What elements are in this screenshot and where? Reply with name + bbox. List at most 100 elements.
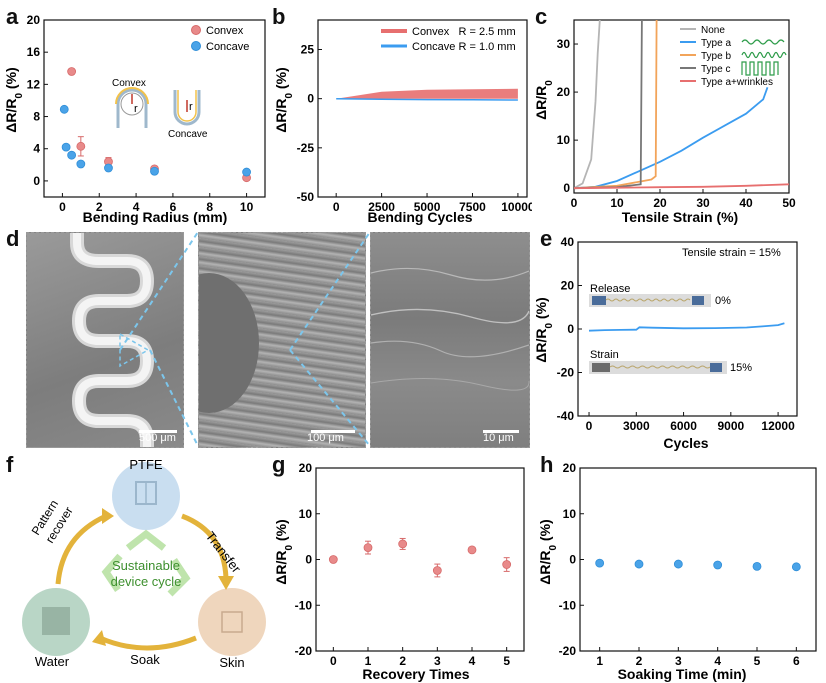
- legend-label-type-c: Type c: [701, 64, 730, 75]
- x-tick-label: 9000: [717, 419, 744, 433]
- chart-b: ΔR/R0 (%) Bending Cycles Convex R = 2.5 …: [273, 19, 532, 225]
- line-none: [574, 20, 601, 189]
- scale-bar-500um: [139, 430, 177, 433]
- scale-bar-10um: [483, 430, 519, 433]
- data-point: [595, 558, 605, 568]
- panel-label-c: c: [535, 4, 548, 29]
- soak-arrow: [99, 635, 197, 651]
- plot-frame: [573, 19, 790, 194]
- x-axis-label: Tensile Strain (%): [622, 209, 738, 225]
- legend-label-convex: Convex R = 2.5 mm: [412, 26, 516, 38]
- panel-label-a: a: [6, 4, 19, 29]
- data-point-concave: [104, 163, 113, 173]
- y-tick-label: -10: [559, 598, 577, 612]
- chart-g: ΔR/R0 (%) Recovery Times 0 1 2 3 4 5 -20 -10 0 10…: [273, 461, 525, 682]
- y-tick-label: 12: [27, 77, 41, 91]
- data-point: [432, 566, 442, 575]
- x-tick-label: 0: [330, 654, 337, 668]
- data-point-concave: [76, 159, 86, 169]
- x-tick-label: 1: [596, 654, 603, 668]
- data-point: [363, 543, 373, 553]
- strain-label: Strain: [590, 349, 619, 361]
- y-tick-label: 20: [557, 85, 571, 99]
- data-point: [398, 539, 408, 549]
- y-tick-label: 20: [27, 13, 41, 27]
- y-axis-label-text: ΔR/R0 (%): [533, 297, 555, 362]
- data-point: [467, 545, 477, 555]
- y-axis-label: ΔR/R0 (%): [537, 519, 559, 584]
- y-axis-label: ΔR/R0 (%): [273, 67, 295, 132]
- y-tick-label: 0: [307, 92, 314, 106]
- x-tick-label: 5: [503, 654, 510, 668]
- data-point-convex: [67, 67, 77, 76]
- line-c: [574, 20, 643, 190]
- legend-marker-convex: [191, 25, 201, 35]
- data-point-concave: [242, 167, 251, 177]
- legend-marker-concave: [191, 41, 201, 51]
- y-axis-label-text: ΔR/R0 (%): [273, 67, 295, 132]
- convex-bending-inset: Convex r: [112, 78, 149, 128]
- data-point: [752, 561, 762, 571]
- panel-label-d: d: [6, 226, 20, 251]
- y-axis-label-text: ΔR/R0 (%): [3, 67, 25, 132]
- x-tick-label: 3: [434, 654, 441, 668]
- plot-frame: [43, 19, 266, 198]
- chart-h: ΔR/R0 (%) Soaking Time (min) 1 2 3 4 5 6 -20 -1…: [537, 461, 817, 682]
- scale-bar-label-100um: 100 μm: [307, 432, 344, 444]
- data-point: [328, 555, 338, 564]
- x-tick-label: 8: [206, 200, 213, 214]
- data-point-concave: [150, 166, 159, 176]
- scale-bar-100um: [311, 430, 355, 433]
- inset-radius-label-convex: r: [134, 103, 138, 115]
- panel-label-b: b: [272, 4, 286, 29]
- x-tick-label: 1: [365, 654, 372, 668]
- x-tick-label: 20: [653, 196, 667, 210]
- concave-bending-inset: r Concave: [168, 90, 208, 140]
- inset-concave-label: Concave: [168, 129, 208, 140]
- y-tick-label: 20: [563, 461, 577, 475]
- x-tick-label: 4: [469, 654, 476, 668]
- legend-label-none: None: [701, 25, 725, 36]
- y-tick-label: 0: [305, 553, 312, 567]
- y-tick-label: 10: [557, 133, 571, 147]
- y-tick-label: 0: [563, 181, 570, 195]
- line-concave: [336, 97, 518, 101]
- x-tick-label: 10000: [501, 200, 532, 214]
- y-tick-label: -25: [297, 141, 315, 155]
- transfer-arrow: [181, 513, 229, 579]
- strain-inset: Strain 15%: [589, 349, 752, 374]
- x-tick-label: 10: [240, 200, 254, 214]
- legend-label-type-a: Type a: [701, 38, 731, 49]
- x-tick-label: 5000: [414, 200, 441, 214]
- data-point: [673, 559, 683, 569]
- y-tick-label: -20: [559, 644, 577, 658]
- y-axis-label: ΔR/R0: [533, 80, 555, 120]
- x-tick-label: 0: [59, 200, 66, 214]
- y-tick-label: 16: [27, 45, 41, 59]
- sem-image-mid-mag: 100 μm: [198, 232, 366, 448]
- center-label-line1: Sustainable: [112, 558, 180, 573]
- plot-frame: [317, 19, 528, 198]
- data-point: [502, 560, 512, 569]
- legend-label-concave: Concave: [206, 41, 249, 53]
- legend: None Type a Type b Type c Type a+wrinkle…: [680, 25, 787, 88]
- area-convex: [336, 88, 518, 99]
- x-tick-label: 3: [675, 654, 682, 668]
- x-tick-label: 4: [714, 654, 721, 668]
- scale-bar-label-10um: 10 μm: [483, 432, 514, 444]
- panel-label-f: f: [6, 452, 14, 477]
- y-tick-label: 0: [569, 553, 576, 567]
- skin-circle: [198, 588, 266, 656]
- zoom-connectors: [119, 231, 371, 447]
- y-tick-label: -40: [557, 409, 575, 423]
- release-inset: Release 0%: [589, 283, 731, 307]
- recycle-icon: [101, 529, 191, 597]
- x-tick-label: 6: [170, 200, 177, 214]
- y-tick-label: 0: [33, 174, 40, 188]
- x-tick-label: 6: [793, 654, 800, 668]
- x-tick-label: 40: [739, 196, 753, 210]
- y-tick-label: -50: [297, 190, 315, 204]
- y-tick-label: -20: [557, 366, 575, 380]
- x-tick-label: 4: [133, 200, 140, 214]
- y-tick-label: 10: [299, 507, 313, 521]
